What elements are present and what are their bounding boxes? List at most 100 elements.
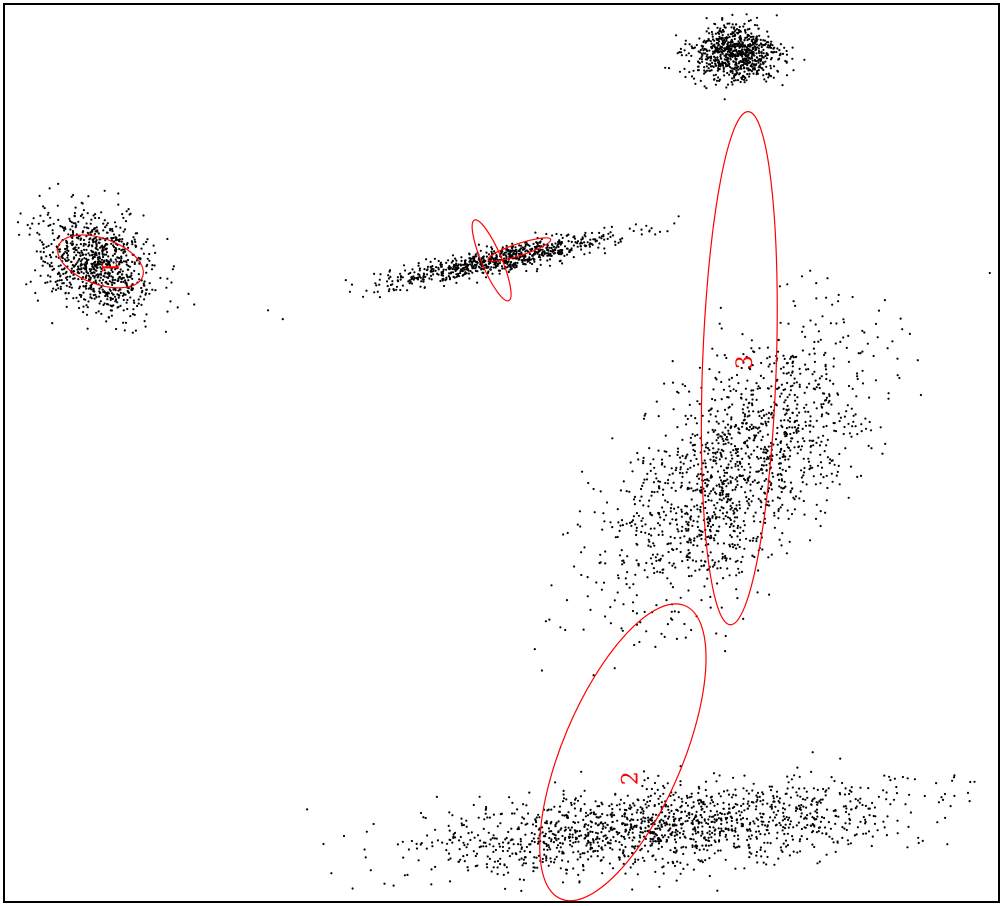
data-point xyxy=(462,264,464,266)
data-point xyxy=(62,273,64,275)
data-point xyxy=(700,80,702,82)
data-point xyxy=(74,212,76,214)
data-point xyxy=(743,775,745,777)
data-point xyxy=(462,270,464,272)
data-point xyxy=(760,488,762,490)
data-point xyxy=(567,811,569,813)
data-point xyxy=(697,859,699,861)
data-point xyxy=(716,516,718,518)
data-point xyxy=(595,832,597,834)
data-point xyxy=(33,217,35,219)
data-point xyxy=(117,306,119,308)
data-point xyxy=(813,348,815,350)
data-point xyxy=(595,823,597,825)
data-point xyxy=(591,232,593,234)
data-point xyxy=(718,483,720,485)
data-point xyxy=(476,282,478,284)
data-point xyxy=(60,286,62,288)
data-point xyxy=(444,279,446,281)
data-point xyxy=(166,238,168,240)
data-point xyxy=(87,227,89,229)
data-point xyxy=(680,466,682,468)
data-point xyxy=(410,281,412,283)
data-point xyxy=(776,837,778,839)
data-point xyxy=(661,459,663,461)
data-point xyxy=(839,483,841,485)
data-point xyxy=(386,280,388,282)
data-point xyxy=(98,288,100,290)
data-point xyxy=(873,355,875,357)
data-point xyxy=(425,817,427,819)
data-point xyxy=(674,566,676,568)
data-point xyxy=(123,243,125,245)
data-point xyxy=(52,229,54,231)
data-point xyxy=(773,515,775,517)
data-point xyxy=(832,481,834,483)
data-point xyxy=(731,83,733,85)
data-point xyxy=(138,278,140,280)
data-point xyxy=(88,275,90,277)
data-point xyxy=(485,252,487,254)
data-point xyxy=(973,781,975,783)
data-point xyxy=(697,69,699,71)
data-point xyxy=(99,302,101,304)
data-point xyxy=(736,504,738,506)
data-point xyxy=(480,250,482,252)
data-point xyxy=(589,246,591,248)
data-point xyxy=(565,872,567,874)
data-point xyxy=(580,771,582,773)
data-point xyxy=(720,479,722,481)
data-point xyxy=(697,826,699,828)
data-point xyxy=(826,277,828,279)
data-point xyxy=(710,57,712,59)
data-point xyxy=(132,313,134,315)
data-point xyxy=(699,849,701,851)
data-point xyxy=(109,280,111,282)
data-point xyxy=(473,850,475,852)
data-point xyxy=(740,52,742,54)
data-point xyxy=(803,787,805,789)
data-point xyxy=(642,482,644,484)
data-point xyxy=(735,463,737,465)
data-point xyxy=(513,812,515,814)
data-point xyxy=(541,669,543,671)
data-point xyxy=(825,368,827,370)
data-point xyxy=(777,517,779,519)
data-point xyxy=(798,445,800,447)
data-point xyxy=(720,817,722,819)
data-point xyxy=(819,861,821,863)
data-point xyxy=(701,61,703,63)
data-point xyxy=(90,272,92,274)
data-point xyxy=(88,288,90,290)
data-point xyxy=(623,836,625,838)
data-point xyxy=(110,309,112,311)
data-point xyxy=(651,227,653,229)
data-point xyxy=(801,331,803,333)
data-point xyxy=(743,79,745,81)
data-point xyxy=(812,426,814,428)
data-point xyxy=(636,612,638,614)
data-point xyxy=(621,519,623,521)
data-point xyxy=(851,425,853,427)
data-point xyxy=(731,377,733,379)
data-point xyxy=(855,395,857,397)
data-point xyxy=(400,279,402,281)
data-point xyxy=(567,248,569,250)
data-point xyxy=(722,553,724,555)
data-point xyxy=(755,382,757,384)
data-point xyxy=(693,520,695,522)
data-point xyxy=(76,249,78,251)
data-point xyxy=(758,426,760,428)
data-point xyxy=(682,455,684,457)
data-point xyxy=(665,514,667,516)
data-point xyxy=(497,860,499,862)
data-point xyxy=(457,265,459,267)
data-point xyxy=(767,76,769,78)
data-point xyxy=(727,84,729,86)
data-point xyxy=(845,805,847,807)
data-point xyxy=(820,473,822,475)
data-point xyxy=(658,886,660,888)
data-point xyxy=(120,249,122,251)
data-point xyxy=(718,371,720,373)
data-point xyxy=(765,80,767,82)
